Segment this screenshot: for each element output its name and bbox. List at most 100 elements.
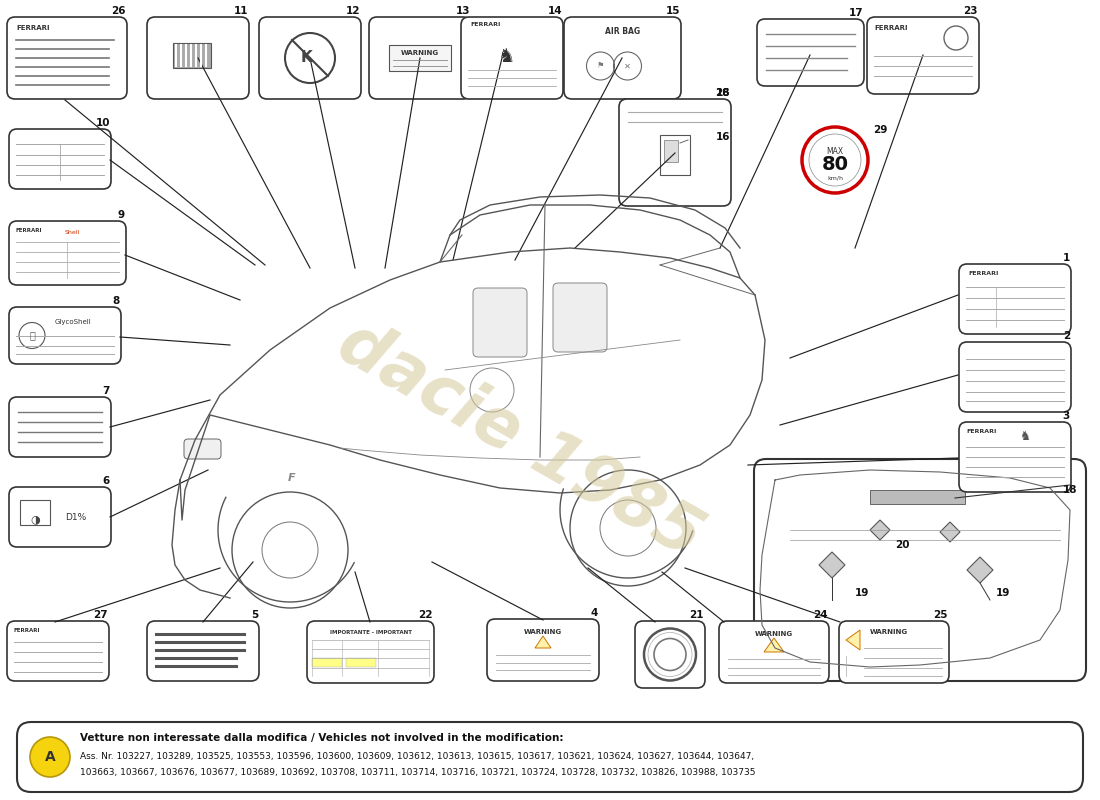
Text: 28: 28 <box>715 88 730 98</box>
Text: WARNING: WARNING <box>400 50 439 56</box>
Text: 103663, 103667, 103676, 103677, 103689, 103692, 103708, 103711, 103714, 103716, : 103663, 103667, 103676, 103677, 103689, … <box>80 769 756 778</box>
FancyBboxPatch shape <box>16 722 1084 792</box>
Text: WARNING: WARNING <box>870 629 909 635</box>
Text: 16: 16 <box>715 132 730 142</box>
FancyBboxPatch shape <box>473 288 527 357</box>
Text: AIR BAG: AIR BAG <box>605 27 640 37</box>
Text: 5: 5 <box>251 610 258 620</box>
Polygon shape <box>870 520 890 540</box>
Text: 80: 80 <box>822 155 848 174</box>
Text: ♞: ♞ <box>1020 430 1031 443</box>
Text: 10: 10 <box>96 118 110 128</box>
Text: 16: 16 <box>715 88 730 98</box>
Polygon shape <box>764 638 784 652</box>
FancyBboxPatch shape <box>7 17 126 99</box>
FancyBboxPatch shape <box>553 283 607 352</box>
Text: 9: 9 <box>118 210 125 220</box>
Text: ⚑: ⚑ <box>596 62 604 70</box>
Text: 2: 2 <box>1063 331 1070 341</box>
Text: FERRARI: FERRARI <box>16 25 50 31</box>
Bar <box>312 658 342 667</box>
Text: FERRARI: FERRARI <box>16 228 43 233</box>
Text: IMPORTANTE - IMPORTANT: IMPORTANTE - IMPORTANT <box>330 630 411 634</box>
FancyBboxPatch shape <box>9 397 111 457</box>
Text: 26: 26 <box>111 6 126 16</box>
Text: 8: 8 <box>112 296 120 306</box>
FancyBboxPatch shape <box>9 129 111 189</box>
FancyBboxPatch shape <box>959 342 1071 412</box>
FancyBboxPatch shape <box>754 459 1086 681</box>
Text: 7: 7 <box>102 386 110 396</box>
Text: Shell: Shell <box>65 230 80 234</box>
Text: GlycoShell: GlycoShell <box>55 319 91 325</box>
Polygon shape <box>967 557 993 583</box>
Text: D1%: D1% <box>65 513 86 522</box>
Text: 25: 25 <box>934 610 948 620</box>
FancyBboxPatch shape <box>487 619 600 681</box>
FancyBboxPatch shape <box>959 264 1071 334</box>
FancyBboxPatch shape <box>9 221 127 285</box>
Text: 11: 11 <box>233 6 248 16</box>
FancyBboxPatch shape <box>307 621 434 683</box>
Bar <box>389 45 451 71</box>
FancyBboxPatch shape <box>635 621 705 688</box>
Text: dacie 1985: dacie 1985 <box>327 309 714 571</box>
FancyBboxPatch shape <box>147 621 258 681</box>
Text: ♞: ♞ <box>498 46 516 66</box>
Text: 21: 21 <box>690 610 704 620</box>
Text: 6: 6 <box>102 476 110 486</box>
FancyBboxPatch shape <box>7 621 109 681</box>
FancyBboxPatch shape <box>9 487 111 547</box>
Text: 12: 12 <box>345 6 360 16</box>
FancyBboxPatch shape <box>867 17 979 94</box>
FancyBboxPatch shape <box>619 99 732 206</box>
Text: FERRARI: FERRARI <box>470 22 500 27</box>
FancyBboxPatch shape <box>719 621 829 683</box>
Circle shape <box>802 127 868 193</box>
Text: WARNING: WARNING <box>755 631 793 637</box>
Text: 20: 20 <box>895 540 910 550</box>
Text: 29: 29 <box>873 125 888 135</box>
FancyBboxPatch shape <box>959 422 1071 492</box>
FancyBboxPatch shape <box>757 19 864 86</box>
Text: 4: 4 <box>591 608 598 618</box>
Text: 1: 1 <box>1063 253 1070 263</box>
Text: 3: 3 <box>1063 411 1070 421</box>
Text: 14: 14 <box>548 6 562 16</box>
Text: MAX: MAX <box>826 147 844 157</box>
Text: FERRARI: FERRARI <box>968 271 999 276</box>
Bar <box>346 658 376 667</box>
Text: ⓧ: ⓧ <box>29 330 35 341</box>
Text: 18: 18 <box>1063 485 1077 495</box>
Text: A: A <box>45 750 55 764</box>
Text: Vetture non interessate dalla modifica / Vehicles not involved in the modificati: Vetture non interessate dalla modifica /… <box>80 733 563 743</box>
Text: km/h: km/h <box>827 175 843 181</box>
Polygon shape <box>940 522 960 542</box>
Text: 15: 15 <box>666 6 680 16</box>
Text: 13: 13 <box>455 6 470 16</box>
Circle shape <box>30 737 70 777</box>
Text: FERRARI: FERRARI <box>14 628 41 633</box>
FancyBboxPatch shape <box>184 439 221 459</box>
Text: FERRARI: FERRARI <box>874 25 907 31</box>
Bar <box>173 43 211 68</box>
FancyBboxPatch shape <box>258 17 361 99</box>
FancyBboxPatch shape <box>839 621 949 683</box>
Text: 22: 22 <box>418 610 433 620</box>
Text: F: F <box>288 473 296 483</box>
Polygon shape <box>535 636 551 648</box>
Text: FERRARI: FERRARI <box>966 429 997 434</box>
Bar <box>660 135 690 175</box>
Bar <box>870 490 965 504</box>
Text: 23: 23 <box>964 6 978 16</box>
Bar <box>20 500 50 525</box>
Text: 19: 19 <box>996 588 1011 598</box>
Text: 24: 24 <box>813 610 828 620</box>
Text: 27: 27 <box>94 610 108 620</box>
Text: Ass. Nr. 103227, 103289, 103525, 103553, 103596, 103600, 103609, 103612, 103613,: Ass. Nr. 103227, 103289, 103525, 103553,… <box>80 751 755 761</box>
FancyBboxPatch shape <box>147 17 249 99</box>
FancyBboxPatch shape <box>564 17 681 99</box>
Bar <box>664 140 678 162</box>
FancyBboxPatch shape <box>9 307 121 364</box>
Polygon shape <box>820 552 845 578</box>
